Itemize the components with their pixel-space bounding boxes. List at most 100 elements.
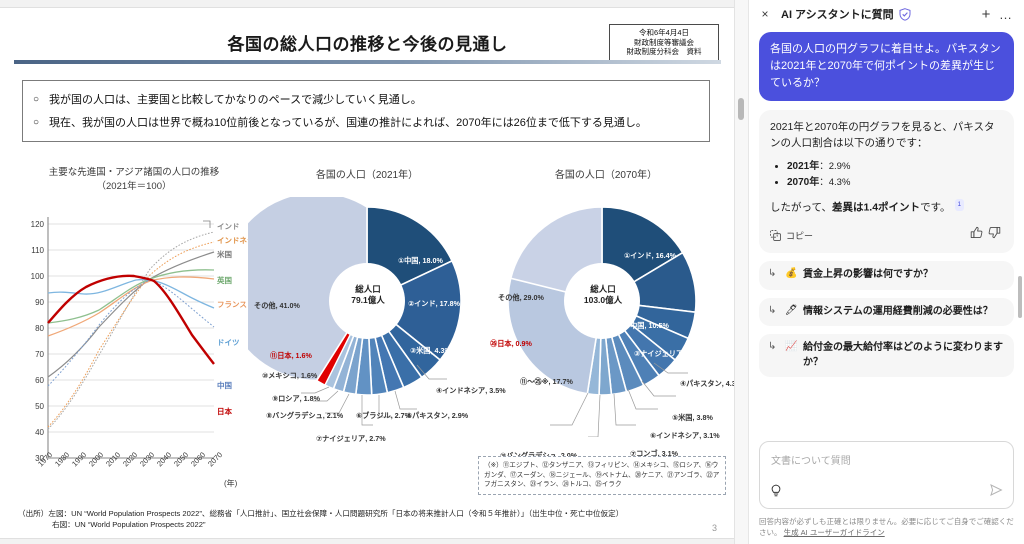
source-right: 右図：UN “World Population Prospects 2022” — [52, 520, 206, 530]
population-trend-line-chart: 主要な先進国・アジア諸国の人口の推移 （2021年＝100） — [14, 166, 262, 506]
suggestion-text: 情報システムの運用経費削減の必要性は？ — [803, 305, 993, 317]
send-icon[interactable] — [989, 483, 1003, 502]
citation-badge[interactable]: 1 — [954, 198, 965, 211]
pie-2021-label-indonesia: ④インドネシア, 3.5% — [436, 386, 506, 395]
svg-text:110: 110 — [31, 246, 44, 255]
user-message: 各国の人口の円グラフに着目せよ。パキスタンは2021年と2070年で何ポイントの… — [759, 32, 1014, 102]
pie-2070-label-pakistan: ④パキスタン, 4.3% — [680, 379, 743, 388]
document-scrollbar-thumb[interactable] — [738, 98, 744, 120]
line-chart-x-axis: 1970 1980 1990 2000 2010 2020 2030 2040 … — [14, 450, 254, 498]
guideline-link[interactable]: 生成 AI ユーザーガイドライン — [783, 527, 885, 537]
source-note: （出所）左図：UN “World Population Prospects 20… — [18, 508, 718, 531]
suggestion-emoji: 📈 — [785, 341, 798, 353]
assistant-intro: 2021年と2070年の円グラフを見ると、パキスタンの人口割合は以下の通りです： — [770, 121, 995, 150]
svg-text:120: 120 — [31, 220, 45, 229]
legend-item-japan: 日本 — [217, 406, 232, 416]
pie-2021-label-usa: ③米国, 4.3% — [410, 346, 451, 355]
thumbs-down-icon[interactable] — [985, 226, 1003, 244]
lightbulb-icon[interactable] — [770, 483, 782, 501]
suggestion-text: 賃金上昇の影響は何ですか？ — [803, 269, 933, 281]
line-chart-subtitle: （2021年＝100） — [96, 181, 172, 193]
pie-2070-label-india: ①インド, 16.4% — [624, 251, 677, 260]
list-item-label: 2021年 — [787, 160, 820, 172]
pie-2021-label-nigeria: ⑦ナイジェリア, 2.7% — [316, 434, 386, 443]
pie-2070-label-nigeria: ③ナイジェリア, 4.6% — [634, 349, 704, 358]
line-chart-svg: 120 110 100 90 80 70 60 50 40 30 — [31, 216, 215, 463]
pie-2021-title: 各国の人口（2021年） — [315, 170, 419, 181]
pie-2021-label-pakistan: ⑤パキスタン, 2.9% — [406, 411, 469, 420]
suggestion-chip-3[interactable]: ↳ 📈 給付金の最大給付率はどのように変わりますか？ — [759, 334, 1014, 378]
document-pane: 各国の総人口の推移と今後の見通し 令和6年4月4日 財政制度等審議会 財政制度分… — [0, 0, 748, 544]
pie-2070-label-china: ②中国, 10.5% — [624, 321, 669, 330]
suggestion-emoji: 🖊 — [785, 304, 798, 316]
assistant-actions: コピー — [770, 226, 1003, 244]
pie-2021-wrap: 総人口 79.1億人 ①中国, 18.0% ②インド, 17.8% ③米国, 4… — [248, 181, 506, 481]
x-axis-unit-label: (年) — [224, 479, 238, 488]
pie-2021-center-value: 79.1億人 — [351, 295, 385, 306]
list-item-value: ：4.3% — [819, 177, 851, 189]
legend-item-germany: ドイツ — [217, 337, 240, 347]
pie-2070-label-usa: ⑤米国, 3.8% — [672, 413, 713, 422]
pie-chart-2021: 各国の人口（2021年） — [248, 166, 506, 481]
copy-button[interactable]: コピー — [770, 229, 813, 242]
legend-item-uk: 英国 — [217, 275, 232, 285]
legend-item-china: 中国 — [217, 380, 232, 390]
ai-panel-header: × AI アシスタントに質問 + … — [749, 0, 1024, 28]
ai-disclaimer: 回答内容が必ずしも正確とは限りません。必要に応じてご自身でご確認ください。 生成… — [749, 509, 1024, 544]
slide: 各国の総人口の推移と今後の見通し 令和6年4月4日 財政制度等審議会 財政制度分… — [0, 8, 742, 538]
pie-2070-label-indonesia: ⑥インドネシア, 3.1% — [650, 431, 720, 440]
svg-text:90: 90 — [35, 298, 44, 307]
pie-2070-label-others: その他, 29.0% — [498, 293, 544, 302]
arrow-icon: ↳ — [768, 268, 777, 280]
suggestion-emoji: 💰 — [785, 268, 798, 280]
bullet-item: ○ 現在、我が国の人口は世界で概ね10位前後となっているが、国連の推計によれば、… — [33, 115, 699, 132]
legend-item-usa: 米国 — [217, 249, 232, 259]
copy-icon — [770, 230, 781, 241]
conclusion-post: です。 — [920, 201, 951, 214]
pie-2021-label-india: ②インド, 17.8% — [408, 299, 461, 308]
page-number: 3 — [711, 523, 717, 533]
thumbs-up-icon[interactable] — [967, 226, 985, 244]
more-options-icon[interactable]: … — [999, 6, 1013, 22]
disclaimer-text: 回答内容が必ずしも正確とは限りません。必要に応じてご自身でご確認ください。 — [759, 516, 1014, 537]
svg-text:30: 30 — [35, 454, 44, 463]
date-line-1: 令和6年4月4日 — [638, 28, 689, 37]
shield-icon — [899, 7, 911, 21]
pie-2070-center-label: 総人口 — [590, 284, 616, 294]
svg-text:70: 70 — [35, 350, 44, 359]
new-chat-icon[interactable]: + — [981, 5, 991, 23]
pie-2070-svg — [507, 206, 697, 437]
pie-2021-label-russia: ⑨ロシア, 1.8% — [272, 394, 321, 403]
pie-2021-label-brazil: ⑥ブラジル, 2.7% — [356, 411, 412, 420]
ai-panel-scrollbar-thumb[interactable] — [1018, 276, 1022, 318]
ai-input-box[interactable]: 文書について質問 — [759, 440, 1014, 509]
list-item: 2021年：2.9% — [787, 159, 1003, 176]
document-date-box: 令和6年4月4日 財政制度等審議会 財政制度分科会 資料 — [609, 24, 719, 61]
bullet-text: 我が国の人口は、主要国と比較してかなりのペースで減少していく見通し。 — [49, 94, 422, 106]
page-title: 各国の総人口の推移と今後の見通し — [227, 35, 508, 54]
conclusion-pre: したがって、 — [770, 201, 832, 214]
pie-2070-label-congo: ⑦コンゴ, 3.1% — [630, 449, 679, 458]
pie-2021-label-japan: ⑪日本, 1.6% — [270, 351, 312, 360]
suggestion-chip-1[interactable]: ↳ 💰 賃金上昇の影響は何ですか？ — [759, 261, 1014, 290]
legend-item-india: インド — [217, 221, 240, 231]
pie-2021-label-others: その他, 41.0% — [254, 301, 300, 310]
search-input-placeholder: 文書について質問 — [771, 455, 851, 467]
pie-2070-center: 総人口 103.0億人 — [572, 284, 634, 307]
pie-2070-center-value: 103.0億人 — [583, 295, 623, 306]
ai-input-area: 文書について質問 — [749, 437, 1024, 509]
ai-panel-title: AI アシスタントに質問 — [781, 9, 894, 21]
arrow-icon: ↳ — [768, 341, 777, 353]
svg-text:40: 40 — [35, 428, 44, 437]
svg-text:80: 80 — [35, 324, 44, 333]
suggestion-chip-2[interactable]: ↳ 🖊 情報システムの運用経費削減の必要性は？ — [759, 297, 1014, 327]
pie-2021-label-china: ①中国, 18.0% — [398, 256, 443, 265]
pie-2021-svg — [248, 197, 462, 426]
bullet-marker: ○ — [33, 94, 40, 105]
pie-2070-label-japan: ㉖日本, 0.9% — [490, 339, 532, 348]
assistant-message: 2021年と2070年の円グラフを見ると、パキスタンの人口割合は以下の通りです：… — [759, 110, 1014, 254]
line-chart-plot: 120 110 100 90 80 70 60 50 40 30 — [14, 199, 262, 467]
document-scrollbar[interactable] — [734, 0, 748, 544]
close-icon[interactable]: × — [761, 7, 769, 21]
date-line-2: 財政制度等審議会 — [634, 37, 694, 47]
